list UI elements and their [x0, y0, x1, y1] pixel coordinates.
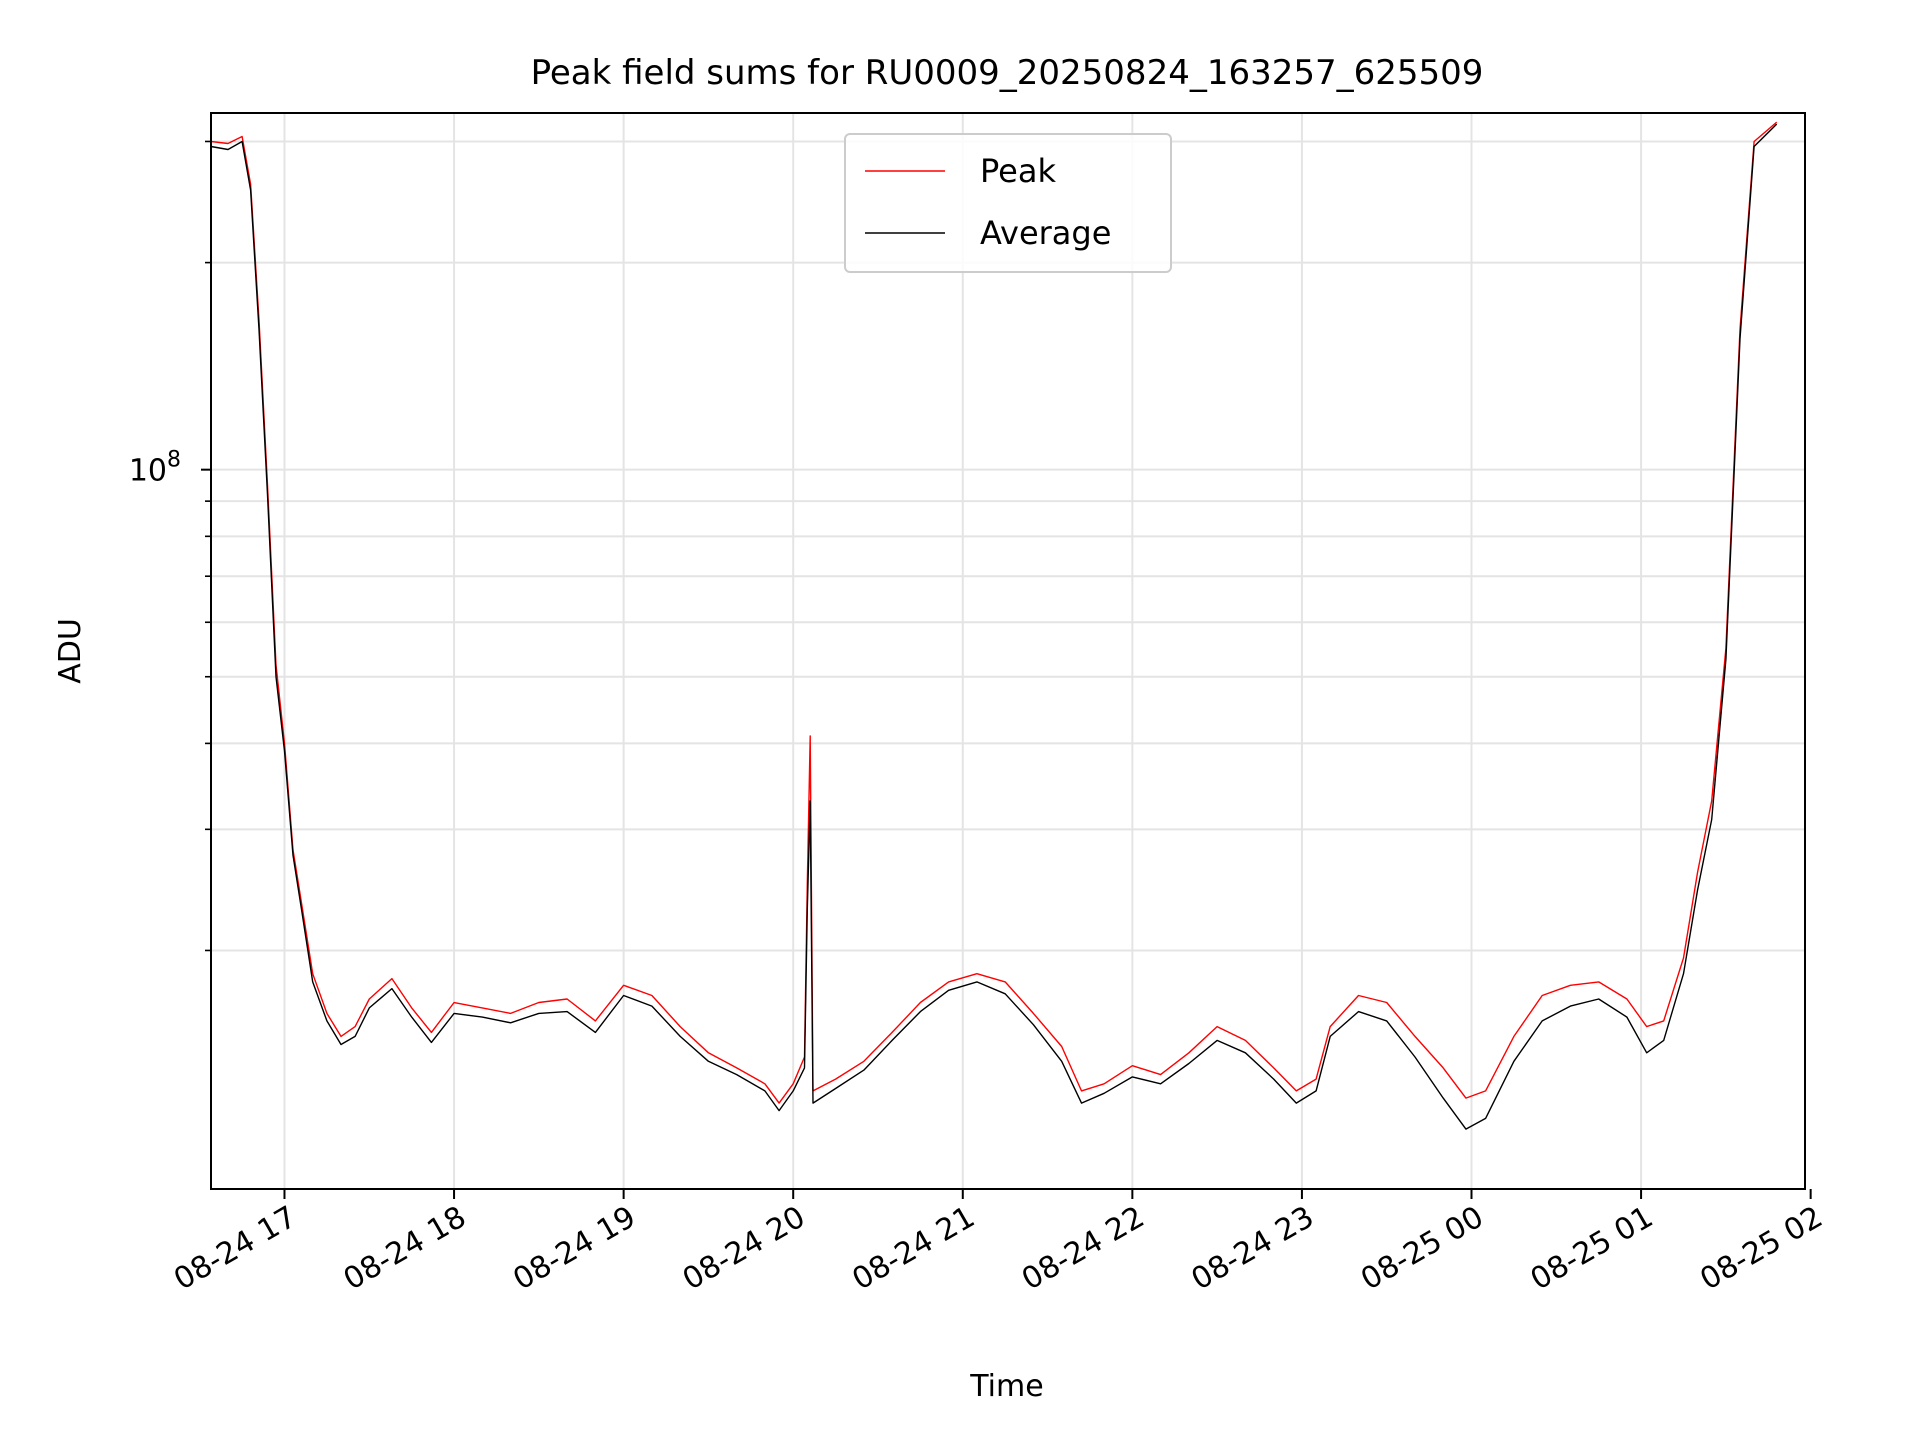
chart-title: Peak field sums for RU0009_20250824_1632… — [531, 53, 1484, 93]
legend-label-peak: Peak — [980, 152, 1056, 190]
legend: Peak Average — [844, 133, 1172, 273]
x-axis-label: Time — [969, 1369, 1043, 1404]
series-line-average — [210, 123, 1778, 1130]
legend-box — [844, 133, 1172, 273]
plot-lines — [210, 121, 1778, 1130]
grid — [211, 113, 1805, 1189]
y-tick-label: 108 — [129, 448, 181, 489]
y-axis-label: ADU — [53, 618, 88, 684]
series-line-peak — [210, 121, 1778, 1104]
legend-label-average: Average — [980, 214, 1111, 252]
plot-frame — [210, 112, 1806, 1190]
